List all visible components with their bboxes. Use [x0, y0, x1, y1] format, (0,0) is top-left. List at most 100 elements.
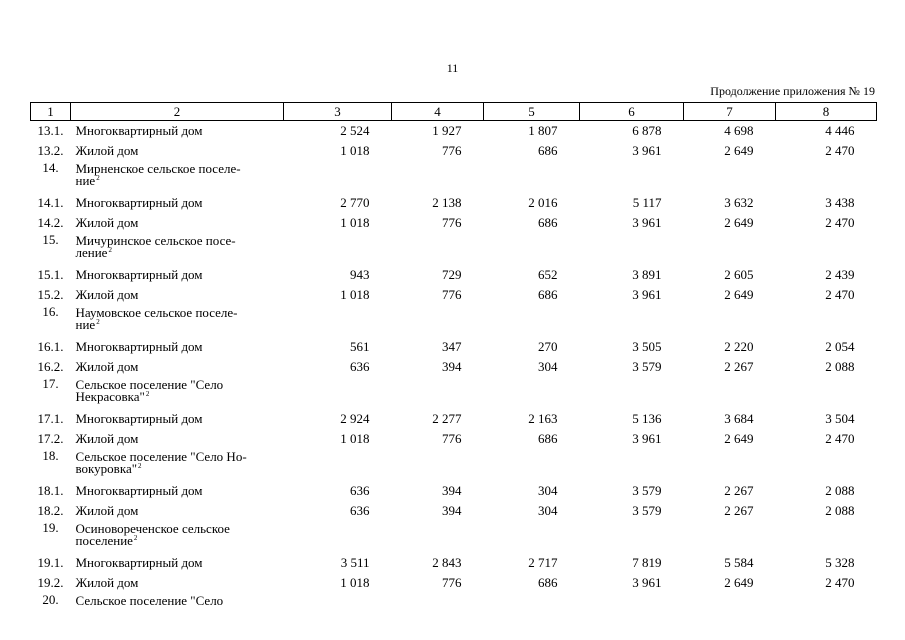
empty-cell	[284, 593, 392, 625]
row-label: Многоквартирный дом	[75, 123, 203, 138]
value-cell: 394	[442, 359, 462, 374]
empty-cell	[580, 233, 684, 265]
table-row: 13.1. Многоквартирный дом 2 524 1 927 1 807 6…	[31, 121, 877, 142]
value-cell: 1 807	[528, 123, 558, 138]
section-label-text: вокуровка"	[75, 461, 138, 476]
empty-cell	[776, 521, 877, 553]
empty-cell	[392, 233, 484, 265]
value-cell: 636	[350, 503, 370, 518]
row-label: Жилой дом	[75, 575, 139, 590]
value-cell: 3 684	[724, 411, 754, 426]
value-cell: 6 878	[632, 123, 662, 138]
table-row: 16.2. Жилой дом 636 394 304 3 579 2 267 2 088	[31, 357, 877, 377]
value-cell: 1 018	[340, 431, 370, 446]
section-label-line-1: Наумовское сельское поселе-	[75, 305, 238, 320]
empty-cell	[580, 593, 684, 625]
empty-cell	[284, 521, 392, 553]
section-label: Мирненское сельское поселе-ние2	[71, 161, 284, 193]
table-row: 18.2. Жилой дом 636 394 304 3 579 2 267 2 088	[31, 501, 877, 521]
value-cell: 5 328	[825, 555, 855, 570]
empty-cell	[684, 593, 776, 625]
footnote-marker: 2	[133, 534, 138, 542]
empty-cell	[392, 593, 484, 625]
empty-cell	[684, 521, 776, 553]
value-cell: 776	[442, 143, 462, 158]
section-row: 14. Мирненское сельское поселе-ние2	[31, 161, 877, 193]
value-cell: 2 470	[825, 575, 855, 590]
row-number: 14.1.	[37, 195, 64, 210]
row-label: Многоквартирный дом	[75, 555, 203, 570]
value-cell: 776	[442, 287, 462, 302]
row-label: Жилой дом	[75, 287, 139, 302]
empty-cell	[580, 521, 684, 553]
row-label: Жилой дом	[75, 359, 139, 374]
row-number: 19.1.	[37, 555, 64, 570]
table-row: 19.2. Жилой дом 1 018 776 686 3 961 2 649 2 470	[31, 573, 877, 593]
value-cell: 686	[538, 143, 558, 158]
value-cell: 686	[538, 215, 558, 230]
empty-cell	[684, 377, 776, 409]
column-header: 1	[30, 102, 71, 121]
empty-cell	[580, 161, 684, 193]
value-cell: 2 267	[724, 503, 754, 518]
row-label: Жилой дом	[75, 215, 139, 230]
value-cell: 776	[442, 575, 462, 590]
column-header: 5	[483, 102, 580, 121]
value-cell: 2 649	[724, 575, 754, 590]
value-cell: 5 117	[632, 195, 662, 210]
section-label-line-1: Сельское поселение "Село	[75, 377, 224, 392]
empty-cell	[392, 521, 484, 553]
section-label: Сельское поселение "Село Некрасовка"2	[71, 377, 284, 409]
row-number: 17.	[42, 376, 59, 391]
value-cell: 2 470	[825, 215, 855, 230]
section-label-line-2: поселение2	[76, 534, 284, 547]
value-cell: 304	[538, 483, 558, 498]
row-number: 14.	[42, 160, 59, 175]
empty-cell	[684, 305, 776, 337]
empty-cell	[284, 233, 392, 265]
row-label: Многоквартирный дом	[75, 195, 203, 210]
empty-cell	[580, 449, 684, 481]
value-cell: 1 927	[432, 123, 462, 138]
value-cell: 3 961	[632, 143, 662, 158]
row-number: 17.2.	[37, 431, 64, 446]
row-number: 18.2.	[37, 503, 64, 518]
value-cell: 304	[538, 503, 558, 518]
empty-cell	[484, 305, 580, 337]
value-cell: 2 138	[432, 195, 462, 210]
footnote-marker: 2	[145, 390, 150, 398]
table-row: 13.2. Жилой дом 1 018 776 686 3 961 2 649 2 470	[31, 141, 877, 161]
value-cell: 729	[442, 267, 462, 282]
value-cell: 2 016	[528, 195, 558, 210]
section-label: Сельское поселение "Село	[71, 593, 284, 625]
empty-cell	[392, 449, 484, 481]
section-label: Осиновореченское сельское поселение2	[71, 521, 284, 553]
section-row: 15. Мичуринское сельское посе-ление2	[31, 233, 877, 265]
row-label: Многоквартирный дом	[75, 483, 203, 498]
section-label-line-2: ние2	[76, 318, 284, 331]
value-cell: 3 504	[825, 411, 855, 426]
empty-cell	[392, 377, 484, 409]
value-cell: 3 961	[632, 287, 662, 302]
section-label-text: ление	[75, 245, 108, 260]
row-label: Многоквартирный дом	[75, 267, 203, 282]
value-cell: 304	[538, 359, 558, 374]
empty-cell	[776, 449, 877, 481]
empty-cell	[776, 305, 877, 337]
empty-cell	[392, 305, 484, 337]
column-header: 3	[283, 102, 392, 121]
column-header: 8	[775, 102, 877, 121]
footnote-marker: 2	[108, 246, 112, 254]
value-cell: 2 649	[724, 215, 754, 230]
value-cell: 1 018	[340, 143, 370, 158]
footnote-marker: 2	[96, 318, 100, 326]
empty-cell	[684, 449, 776, 481]
value-cell: 5 584	[724, 555, 754, 570]
section-label-line-2: ление2	[75, 245, 284, 260]
value-cell: 561	[350, 339, 370, 354]
value-cell: 2 470	[825, 431, 855, 446]
section-label-line-1: Осиновореченское сельское	[75, 521, 230, 536]
section-label-line-2: вокуровка"2	[75, 461, 284, 476]
value-cell: 2 439	[825, 267, 855, 282]
footnote-marker: 2	[96, 174, 100, 182]
